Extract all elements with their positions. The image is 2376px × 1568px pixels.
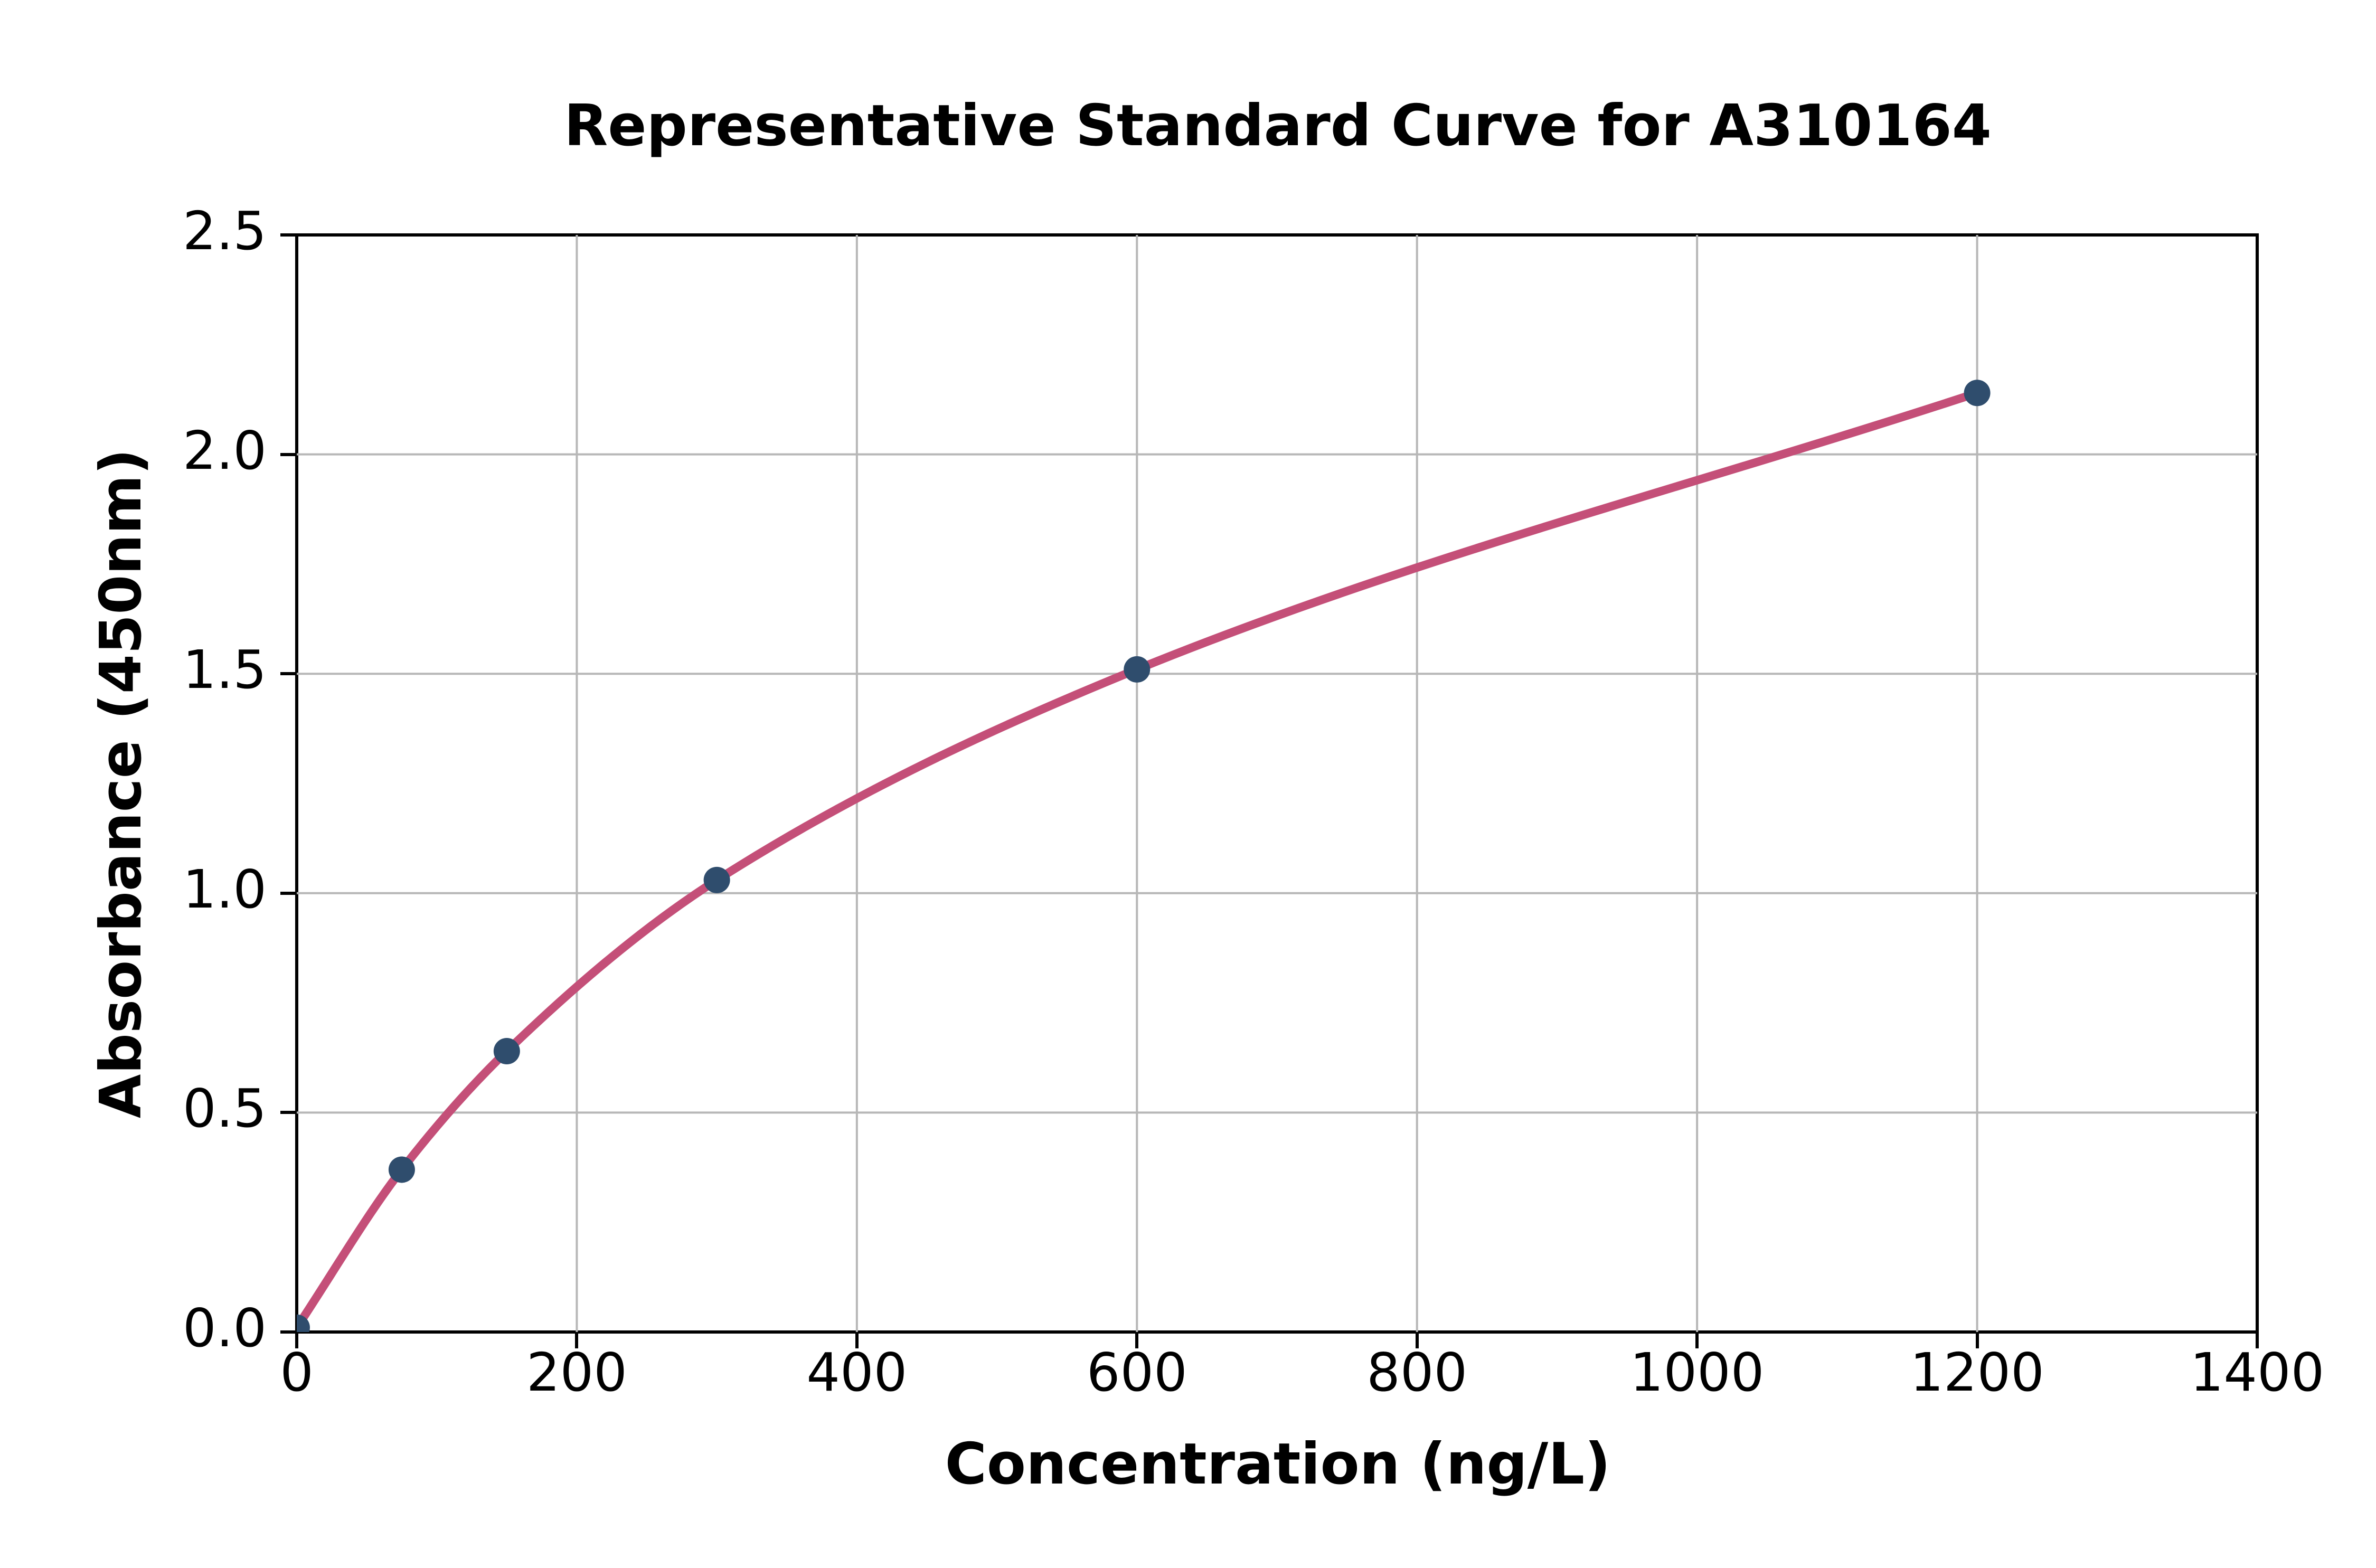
x-tick-mark — [575, 1334, 579, 1348]
x-tick-label: 0 — [280, 1342, 314, 1403]
standard-curve — [297, 389, 1979, 1330]
x-tick-mark — [1135, 1334, 1139, 1348]
y-tick-label: 2.0 — [182, 419, 267, 481]
y-tick-mark — [280, 1330, 295, 1334]
y-tick-mark — [280, 233, 295, 237]
y-tick-label: 2.5 — [182, 200, 267, 262]
x-tick-mark — [1415, 1334, 1419, 1348]
x-tick-label: 1400 — [2190, 1342, 2325, 1403]
chart-title: Representative Standard Curve for A31016… — [564, 93, 1992, 159]
x-tick-mark — [2256, 1334, 2259, 1348]
y-tick-label: 0.0 — [182, 1297, 267, 1359]
x-tick-mark — [855, 1334, 859, 1348]
x-tick-label: 600 — [1086, 1342, 1187, 1403]
y-tick-mark — [280, 672, 295, 676]
x-tick-label: 1200 — [1910, 1342, 2044, 1403]
x-tick-label: 200 — [526, 1342, 627, 1403]
data-point-marker — [388, 1156, 415, 1183]
x-tick-label: 800 — [1366, 1342, 1468, 1403]
y-tick-mark — [280, 1111, 295, 1114]
y-tick-mark — [280, 452, 295, 456]
data-point-marker — [1124, 656, 1151, 683]
x-tick-mark — [1695, 1334, 1699, 1348]
plot-area-border — [295, 233, 2259, 1334]
x-tick-mark — [295, 1334, 298, 1348]
y-tick-label: 0.5 — [182, 1078, 267, 1140]
data-point-marker — [1964, 380, 1991, 407]
x-axis-label: Concentration (ng/L) — [945, 1431, 1611, 1497]
data-point-marker — [493, 1038, 520, 1065]
x-tick-mark — [1975, 1334, 1979, 1348]
y-tick-mark — [280, 891, 295, 895]
y-tick-label: 1.5 — [182, 639, 267, 701]
data-point-marker — [297, 1314, 310, 1332]
data-point-marker — [703, 866, 730, 893]
plot-area — [297, 235, 2257, 1332]
y-tick-label: 1.0 — [182, 858, 267, 920]
x-tick-label: 1000 — [1629, 1342, 1765, 1403]
x-tick-label: 400 — [806, 1342, 908, 1403]
